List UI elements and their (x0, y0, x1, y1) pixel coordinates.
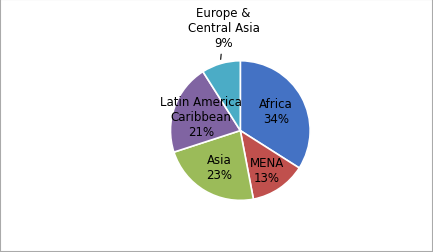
Text: Asia
23%: Asia 23% (206, 153, 232, 181)
Wedge shape (240, 61, 310, 168)
Wedge shape (203, 61, 240, 131)
Text: Africa
34%: Africa 34% (259, 98, 293, 125)
Wedge shape (171, 72, 240, 152)
Text: Latin America
Caribbean
21%: Latin America Caribbean 21% (160, 96, 242, 138)
Wedge shape (174, 131, 253, 201)
Text: MENA
13%: MENA 13% (250, 156, 284, 184)
Text: Europe &
Central Asia
9%: Europe & Central Asia 9% (187, 7, 259, 60)
Wedge shape (240, 131, 299, 199)
